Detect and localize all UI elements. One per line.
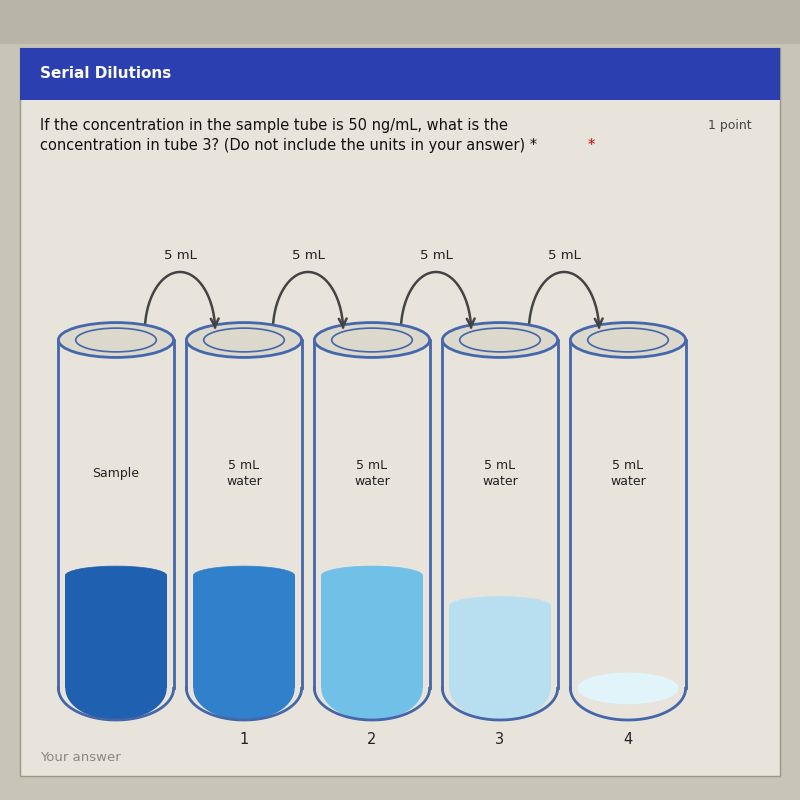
Ellipse shape <box>194 566 294 585</box>
Text: Sample: Sample <box>93 466 139 479</box>
Text: 5 mL
water: 5 mL water <box>482 458 518 487</box>
Text: 5 mL: 5 mL <box>419 250 453 262</box>
Text: 5 mL: 5 mL <box>291 250 325 262</box>
Ellipse shape <box>66 566 166 585</box>
Ellipse shape <box>322 657 422 720</box>
Bar <box>20 48 780 100</box>
Text: 5 mL: 5 mL <box>163 250 197 262</box>
Text: 1: 1 <box>239 733 249 747</box>
Text: 3: 3 <box>495 733 505 747</box>
Text: concentration in tube 3? (Do not include the units in your answer) *: concentration in tube 3? (Do not include… <box>40 138 537 153</box>
Text: Your answer: Your answer <box>40 751 121 764</box>
FancyBboxPatch shape <box>20 48 780 776</box>
Ellipse shape <box>194 657 294 720</box>
Ellipse shape <box>450 657 550 720</box>
Text: 5 mL: 5 mL <box>547 250 581 262</box>
Bar <box>450 606 550 688</box>
Text: *: * <box>588 138 595 153</box>
Text: 5 mL
water: 5 mL water <box>226 458 262 487</box>
Text: 5 mL
water: 5 mL water <box>610 458 646 487</box>
Ellipse shape <box>578 673 678 704</box>
Ellipse shape <box>570 322 686 358</box>
Bar <box>0 0 800 44</box>
Bar <box>322 576 422 688</box>
Text: 4: 4 <box>623 733 633 747</box>
Ellipse shape <box>322 566 422 585</box>
Bar <box>66 576 166 688</box>
Ellipse shape <box>442 322 558 358</box>
Ellipse shape <box>66 657 166 720</box>
Text: 5 mL
water: 5 mL water <box>354 458 390 487</box>
Ellipse shape <box>58 322 174 358</box>
Ellipse shape <box>314 322 430 358</box>
Text: Serial Dilutions: Serial Dilutions <box>40 66 171 81</box>
Text: 2: 2 <box>367 733 377 747</box>
Text: If the concentration in the sample tube is 50 ng/mL, what is the: If the concentration in the sample tube … <box>40 118 508 133</box>
Ellipse shape <box>186 322 302 358</box>
Bar <box>194 576 294 688</box>
Text: 1 point: 1 point <box>708 119 752 132</box>
Ellipse shape <box>450 597 550 615</box>
